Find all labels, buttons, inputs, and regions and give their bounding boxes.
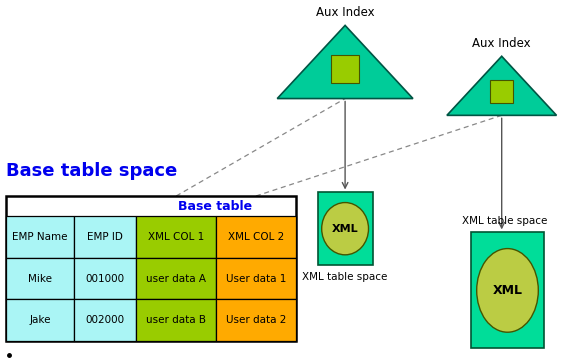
Text: user data A: user data A: [146, 274, 206, 284]
FancyBboxPatch shape: [136, 258, 216, 299]
FancyBboxPatch shape: [6, 216, 74, 258]
Text: Aux Index: Aux Index: [316, 6, 375, 19]
FancyBboxPatch shape: [74, 216, 136, 258]
FancyBboxPatch shape: [136, 299, 216, 341]
Ellipse shape: [477, 249, 538, 332]
FancyBboxPatch shape: [216, 216, 296, 258]
Text: Aux Index: Aux Index: [472, 37, 531, 50]
Text: Base table space: Base table space: [6, 162, 177, 180]
Text: user data B: user data B: [146, 315, 206, 325]
Text: User data 2: User data 2: [226, 315, 286, 325]
Text: Jake: Jake: [29, 315, 50, 325]
Polygon shape: [277, 25, 413, 98]
FancyBboxPatch shape: [216, 258, 296, 299]
Text: Mike: Mike: [28, 274, 52, 284]
Ellipse shape: [322, 203, 368, 255]
FancyBboxPatch shape: [471, 232, 544, 348]
FancyBboxPatch shape: [6, 196, 296, 341]
Text: XML: XML: [332, 224, 358, 234]
Text: XML COL 2: XML COL 2: [228, 232, 284, 242]
FancyBboxPatch shape: [318, 192, 372, 265]
FancyBboxPatch shape: [6, 299, 74, 341]
Text: XML COL 1: XML COL 1: [148, 232, 204, 242]
Polygon shape: [447, 56, 557, 115]
FancyBboxPatch shape: [331, 55, 360, 83]
FancyBboxPatch shape: [136, 216, 216, 258]
FancyBboxPatch shape: [490, 80, 513, 103]
Text: XML: XML: [492, 284, 523, 297]
Text: User data 1: User data 1: [226, 274, 286, 284]
FancyBboxPatch shape: [216, 299, 296, 341]
Text: 001000: 001000: [86, 274, 125, 284]
Text: EMP Name: EMP Name: [12, 232, 68, 242]
FancyBboxPatch shape: [74, 299, 136, 341]
FancyBboxPatch shape: [74, 258, 136, 299]
FancyBboxPatch shape: [6, 258, 74, 299]
Text: 002000: 002000: [86, 315, 125, 325]
Text: EMP ID: EMP ID: [87, 232, 123, 242]
Text: XML table space: XML table space: [462, 216, 548, 226]
Text: XML table space: XML table space: [302, 272, 388, 282]
Text: Base table: Base table: [177, 200, 252, 212]
